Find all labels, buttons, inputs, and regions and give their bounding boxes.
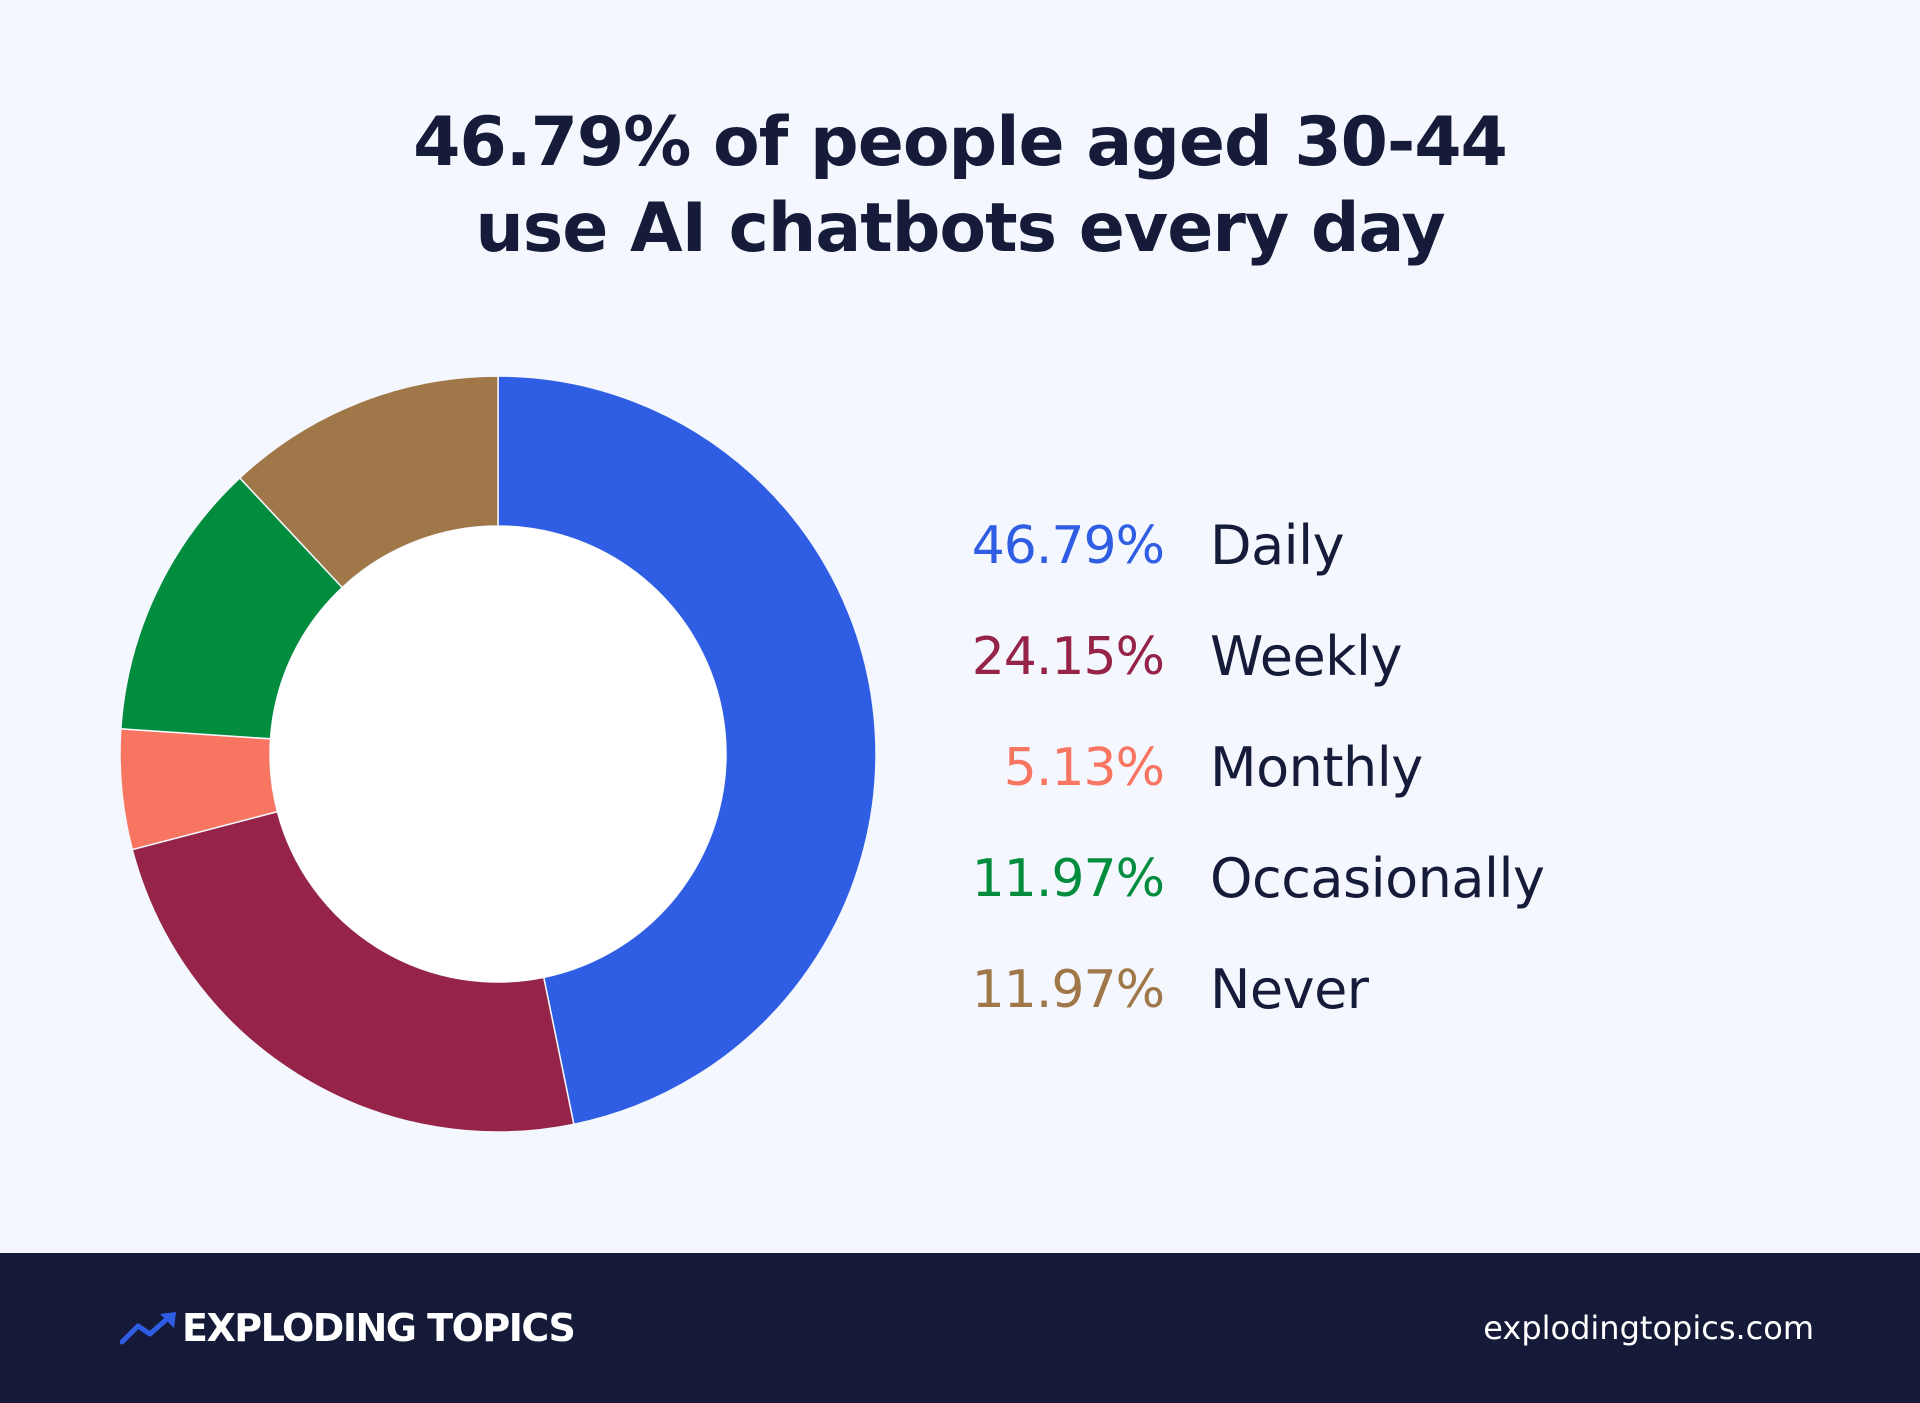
- trend-arrow-icon: [120, 1312, 176, 1345]
- legend-item-never: 11.97% Never: [900, 934, 1700, 1045]
- legend-value: 24.15%: [971, 626, 1165, 687]
- legend-label: Monthly: [1210, 736, 1423, 799]
- legend-value: 11.97%: [971, 959, 1165, 1020]
- chart-legend: 46.79% Daily 24.15% Weekly 5.13% Monthly 11.97…: [900, 490, 1700, 1045]
- legend-label: Daily: [1210, 514, 1345, 577]
- donut-hole: [270, 526, 726, 982]
- legend-value: 46.79%: [971, 515, 1165, 576]
- site-url: explodingtopics.com: [1483, 1309, 1814, 1347]
- brand-name: EXPLODING TOPICS: [182, 1306, 576, 1350]
- donut-chart: [119, 375, 877, 1133]
- chart-title: 46.79% of people aged 30-44 use AI chatb…: [0, 100, 1920, 272]
- legend-label: Occasionally: [1210, 847, 1545, 910]
- legend-item-weekly: 24.15% Weekly: [900, 601, 1700, 712]
- chart-title-line-2: use AI chatbots every day: [475, 189, 1445, 268]
- legend-value: 5.13%: [1003, 737, 1165, 798]
- legend-value: 11.97%: [971, 848, 1165, 909]
- chart-title-line-1: 46.79% of people aged 30-44: [413, 103, 1508, 182]
- footer-bar: EXPLODING TOPICS explodingtopics.com: [0, 1253, 1920, 1403]
- legend-label: Weekly: [1210, 625, 1402, 688]
- legend-item-monthly: 5.13% Monthly: [900, 712, 1700, 823]
- legend-item-daily: 46.79% Daily: [900, 490, 1700, 601]
- legend-label: Never: [1210, 958, 1369, 1021]
- legend-item-occasionally: 11.97% Occasionally: [900, 823, 1700, 934]
- brand-logo: EXPLODING TOPICS: [120, 1303, 576, 1353]
